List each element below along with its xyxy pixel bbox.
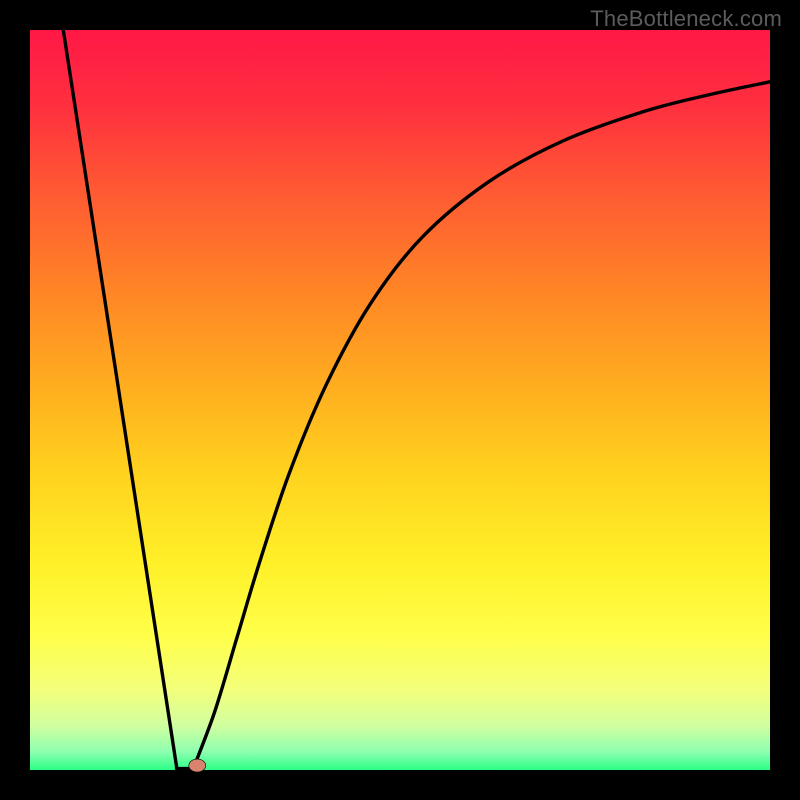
chart-container: TheBottleneck.com <box>0 0 800 800</box>
watermark: TheBottleneck.com <box>590 6 782 32</box>
bottleneck-chart <box>0 0 800 800</box>
plot-area <box>30 30 770 770</box>
optimal-point-marker <box>189 759 206 772</box>
